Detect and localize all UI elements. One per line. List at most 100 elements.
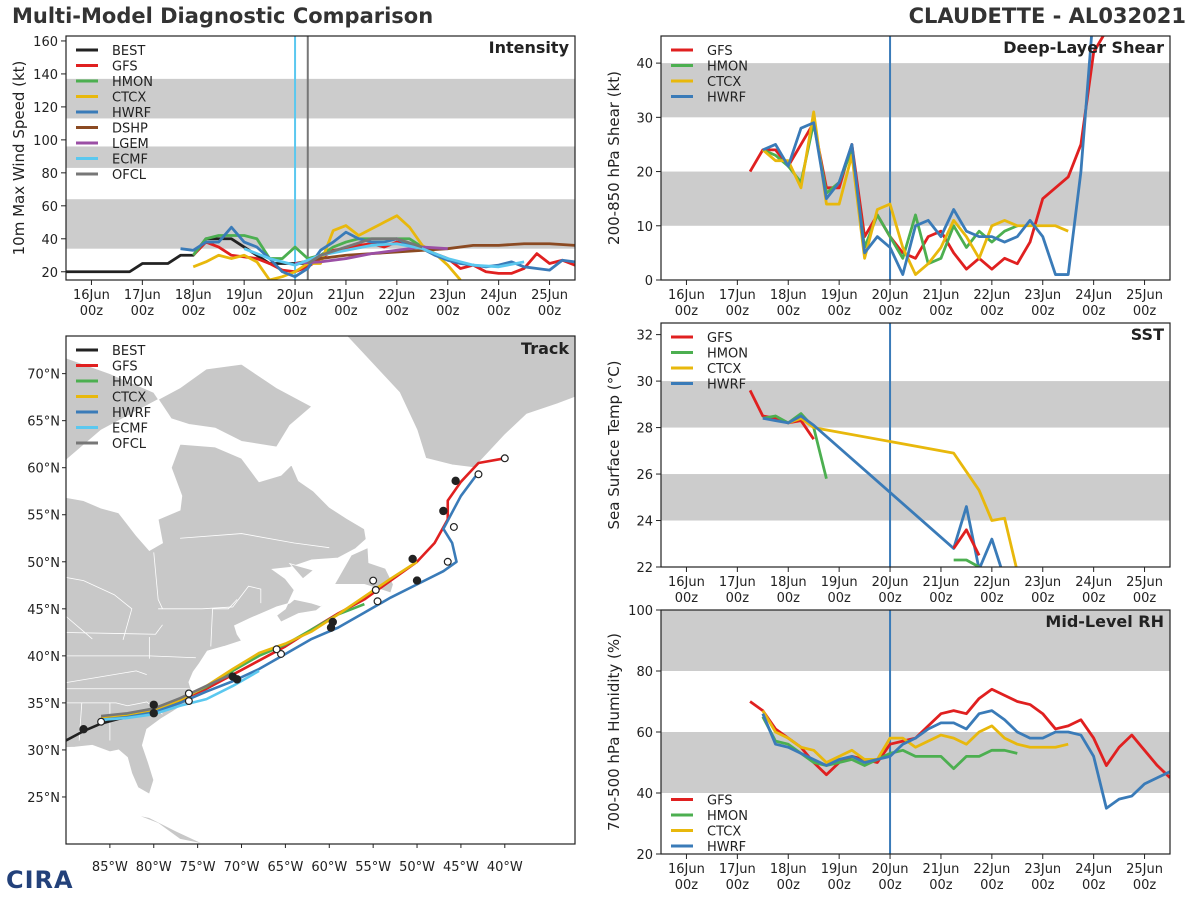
x-tick-label: 00z [1082,304,1106,319]
series-line-ecmf [243,242,525,269]
x-tick-label: 00z [827,591,851,606]
series-line-ctcx [761,110,1069,276]
x-tick-label: 23Jun [429,288,466,303]
x-tick-label: 00z [980,591,1004,606]
x-tick-label: 00z [1031,304,1055,319]
y-axis-label: Sea Surface Temp (°C) [605,360,623,529]
y-tick-label: 40°N [27,650,60,665]
x-tick-label: 22Jun [973,862,1010,877]
shaded-band [661,474,1170,521]
y-tick-label: 20 [636,848,653,863]
y-tick-label: 24 [636,515,653,530]
x-tick-label: 00z [487,304,511,319]
track-point-marker [439,506,448,516]
y-tick-label: 160 [33,35,58,50]
x-tick-label: 00z [80,304,104,319]
track-map-area [66,336,575,844]
track-point-marker [443,557,452,566]
x-tick-label: 23Jun [1024,575,1061,590]
track-point-marker [369,576,378,585]
series-line-ctcx [761,709,1069,764]
y-tick-label: 40 [636,787,653,802]
x-tick-label: 21Jun [923,575,960,590]
x-tick-label: 22Jun [973,575,1010,590]
y-tick-label: 80 [41,167,58,182]
border-line [158,585,262,610]
x-tick-label: 25Jun [531,288,568,303]
panel-title: Mid-Level RH [1045,612,1164,631]
x-tick-label: 00z [827,878,851,893]
track-point-marker [277,649,286,658]
series-line-hwrf [761,709,1170,810]
shaded-band [661,381,1170,428]
x-tick-label: 20Jun [277,288,314,303]
y-tick-label: 120 [33,101,58,116]
legend-label-hwrf: HWRF [112,406,151,421]
track-point-marker [371,585,380,594]
legend-label-ofcl: OFCL [112,168,147,183]
legend-label-best: BEST [112,44,145,59]
track-point-marker [232,675,242,684]
x-tick-label: 00z [675,878,699,893]
x-tick-label: 18Jun [770,288,807,303]
y-tick-label: 28 [636,422,653,437]
x-tick-label: 19Jun [821,862,858,877]
track-point-marker [373,597,382,606]
x-tick-label: 24Jun [480,288,517,303]
x-tick-label: 00z [283,304,307,319]
x-tick-label: 00z [1133,591,1157,606]
x-tick-label: 17Jun [719,288,756,303]
y-tick-label: 65°N [27,415,60,430]
x-tick-label: 19Jun [821,288,858,303]
y-tick-label: 40 [636,57,653,72]
track-point-marker [184,689,193,698]
legend-label-ctcx: CTCX [707,75,741,90]
track-point-marker [97,717,106,726]
x-tick-label: 21Jun [923,862,960,877]
y-axis-label: 200-850 hPa Shear (kt) [605,71,623,245]
x-tick-label: 50°W [399,860,435,875]
track-point-marker [451,476,460,486]
legend-label-gfs: GFS [707,331,733,346]
legend-label-hmon: HMON [707,347,748,362]
shear-plot-area [661,36,1170,280]
x-tick-label: 00z [182,304,206,319]
x-tick-label: 20Jun [872,575,909,590]
x-tick-label: 00z [675,591,699,606]
legend-label-hwrf: HWRF [112,106,151,121]
y-tick-label: 140 [33,68,58,83]
cuba-land [136,814,204,844]
series-line-hwrf [180,225,575,279]
y-tick-label: 10 [636,220,653,235]
series-line-ctcx [787,416,1018,567]
x-tick-label: 18Jun [175,288,212,303]
panel-title: Track [521,339,569,358]
rh-plot-area [661,610,1170,854]
series-line-gfs [192,240,575,275]
x-tick-label: 85°W [92,860,128,875]
y-tick-label: 60 [636,726,653,741]
legend-label-hwrf: HWRF [707,840,746,855]
track-point-marker [408,554,417,564]
shaded-band [66,78,575,119]
legend-label-hwrf: HWRF [707,91,746,106]
track-point-marker [79,725,88,734]
track-point-marker [272,645,281,654]
legend-label-hmon: HMON [112,75,153,90]
x-tick-label: 00z [726,304,750,319]
plot-frame [660,35,1171,281]
y-tick-label: 30°N [27,744,60,759]
track-point-marker [412,576,422,585]
sst-panel: 22242628303216Jun00z17Jun00z18Jun00z19Ju… [605,322,1171,606]
border-line [153,552,163,609]
x-tick-label: 00z [827,304,851,319]
series-line-ofcl [307,237,423,265]
track-point-marker [326,623,336,632]
border-line [180,533,330,549]
x-tick-label: 00z [334,304,358,319]
x-tick-label: 18Jun [770,575,807,590]
y-tick-label: 100 [33,134,58,149]
border-line [66,615,93,640]
panel-title: Intensity [489,38,570,57]
